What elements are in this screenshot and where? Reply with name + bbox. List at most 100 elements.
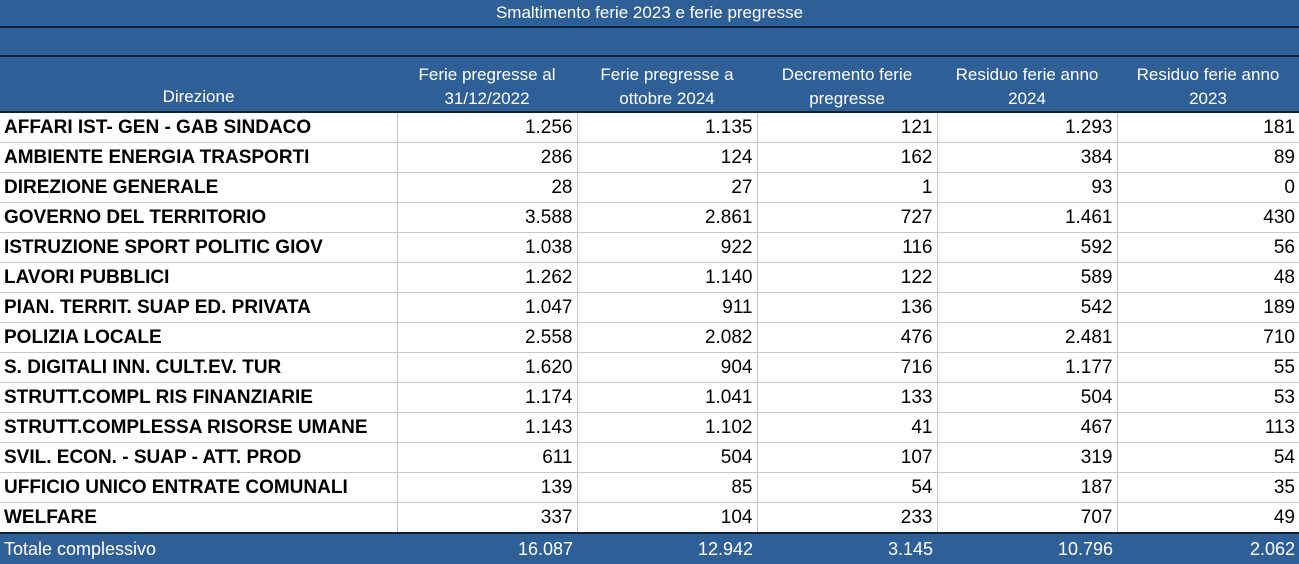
data-cell[interactable]: 55	[1117, 352, 1299, 383]
data-cell[interactable]: 121	[757, 112, 938, 143]
data-cell[interactable]: 54	[1117, 442, 1299, 473]
column-header-residuo-2024[interactable]: Residuo ferie anno 2024	[937, 57, 1117, 113]
data-cell[interactable]: 2.082	[577, 322, 758, 353]
data-cell[interactable]: 286	[397, 142, 578, 173]
data-cell[interactable]: 181	[1117, 112, 1299, 143]
column-header-ferie-2022[interactable]: Ferie pregresse al 31/12/2022	[397, 57, 577, 113]
data-cell[interactable]: 611	[397, 442, 578, 473]
data-cell[interactable]: 93	[937, 172, 1118, 203]
data-cell[interactable]: 384	[937, 142, 1118, 173]
data-cell[interactable]: 54	[757, 472, 938, 503]
data-cell[interactable]: 1.177	[937, 352, 1118, 383]
data-cell[interactable]: 1.041	[577, 382, 758, 413]
data-cell[interactable]: 1.461	[937, 202, 1118, 233]
data-cell[interactable]: 27	[577, 172, 758, 203]
data-cell[interactable]: 56	[1117, 232, 1299, 263]
data-cell[interactable]: 504	[577, 442, 758, 473]
data-cell[interactable]: 28	[397, 172, 578, 203]
data-cell[interactable]: 2.481	[937, 322, 1118, 353]
data-cell[interactable]: 911	[577, 292, 758, 323]
data-cell[interactable]: 1.102	[577, 412, 758, 443]
total-cell[interactable]: 10.796	[937, 532, 1117, 564]
data-cell[interactable]: 107	[757, 442, 938, 473]
data-cell[interactable]: 189	[1117, 292, 1299, 323]
data-cell[interactable]: 3.588	[397, 202, 578, 233]
data-cell[interactable]: 1.620	[397, 352, 578, 383]
data-cell[interactable]: 542	[937, 292, 1118, 323]
data-cell[interactable]: 41	[757, 412, 938, 443]
table-row: WELFARE 337 104 233 707 49	[0, 502, 1299, 534]
data-cell[interactable]: 1	[757, 172, 938, 203]
row-label-cell[interactable]: UFFICIO UNICO ENTRATE COMUNALI	[0, 472, 398, 503]
row-label-cell[interactable]: AFFARI IST- GEN - GAB SINDACO	[0, 112, 398, 143]
row-label-cell[interactable]: POLIZIA LOCALE	[0, 322, 398, 353]
table-row: LAVORI PUBBLICI 1.262 1.140 122 589 48	[0, 262, 1299, 293]
data-cell[interactable]: 1.262	[397, 262, 578, 293]
data-cell[interactable]: 319	[937, 442, 1118, 473]
total-cell[interactable]: 16.087	[397, 532, 577, 564]
row-label-cell[interactable]: DIREZIONE GENERALE	[0, 172, 398, 203]
table-row: DIREZIONE GENERALE 28 27 1 93 0	[0, 172, 1299, 203]
header-band	[0, 28, 1299, 57]
column-header-direzione[interactable]: Direzione	[0, 57, 397, 113]
column-header-ferie-ottobre-2024[interactable]: Ferie pregresse a ottobre 2024	[577, 57, 757, 113]
data-cell[interactable]: 476	[757, 322, 938, 353]
row-label-cell[interactable]: S. DIGITALI INN. CULT.EV. TUR	[0, 352, 398, 383]
data-cell[interactable]: 233	[757, 502, 938, 534]
data-cell[interactable]: 104	[577, 502, 758, 534]
data-cell[interactable]: 133	[757, 382, 938, 413]
data-cell[interactable]: 122	[757, 262, 938, 293]
total-cell[interactable]: 2.062	[1117, 532, 1299, 564]
data-cell[interactable]: 0	[1117, 172, 1299, 203]
data-cell[interactable]: 2.558	[397, 322, 578, 353]
total-label[interactable]: Totale complessivo	[0, 532, 397, 564]
total-cell[interactable]: 12.942	[577, 532, 757, 564]
row-label-cell[interactable]: AMBIENTE ENERGIA TRASPORTI	[0, 142, 398, 173]
data-cell[interactable]: 707	[937, 502, 1118, 534]
data-cell[interactable]: 337	[397, 502, 578, 534]
data-cell[interactable]: 116	[757, 232, 938, 263]
row-label-cell[interactable]: SVIL. ECON. - SUAP - ATT. PROD	[0, 442, 398, 473]
row-label-cell[interactable]: ISTRUZIONE SPORT POLITIC GIOV	[0, 232, 398, 263]
data-cell[interactable]: 35	[1117, 472, 1299, 503]
data-cell[interactable]: 89	[1117, 142, 1299, 173]
data-cell[interactable]: 113	[1117, 412, 1299, 443]
data-cell[interactable]: 2.861	[577, 202, 758, 233]
row-label-cell[interactable]: STRUTT.COMPL RIS FINANZIARIE	[0, 382, 398, 413]
data-cell[interactable]: 162	[757, 142, 938, 173]
data-cell[interactable]: 504	[937, 382, 1118, 413]
data-cell[interactable]: 136	[757, 292, 938, 323]
row-label-cell[interactable]: WELFARE	[0, 502, 398, 534]
data-cell[interactable]: 53	[1117, 382, 1299, 413]
data-cell[interactable]: 1.140	[577, 262, 758, 293]
row-label-cell[interactable]: STRUTT.COMPLESSA RISORSE UMANE	[0, 412, 398, 443]
column-header-residuo-2023[interactable]: Residuo ferie anno 2023	[1117, 57, 1299, 113]
data-cell[interactable]: 139	[397, 472, 578, 503]
data-cell[interactable]: 48	[1117, 262, 1299, 293]
data-cell[interactable]: 1.256	[397, 112, 578, 143]
data-cell[interactable]: 727	[757, 202, 938, 233]
data-cell[interactable]: 589	[937, 262, 1118, 293]
data-cell[interactable]: 187	[937, 472, 1118, 503]
data-cell[interactable]: 1.174	[397, 382, 578, 413]
data-cell[interactable]: 430	[1117, 202, 1299, 233]
data-cell[interactable]: 1.038	[397, 232, 578, 263]
data-cell[interactable]: 1.293	[937, 112, 1118, 143]
data-cell[interactable]: 467	[937, 412, 1118, 443]
data-cell[interactable]: 592	[937, 232, 1118, 263]
data-cell[interactable]: 904	[577, 352, 758, 383]
data-cell[interactable]: 49	[1117, 502, 1299, 534]
column-header-decremento[interactable]: Decremento ferie pregresse	[757, 57, 937, 113]
row-label-cell[interactable]: PIAN. TERRIT. SUAP ED. PRIVATA	[0, 292, 398, 323]
data-cell[interactable]: 124	[577, 142, 758, 173]
row-label-cell[interactable]: GOVERNO DEL TERRITORIO	[0, 202, 398, 233]
data-cell[interactable]: 922	[577, 232, 758, 263]
row-label-cell[interactable]: LAVORI PUBBLICI	[0, 262, 398, 293]
data-cell[interactable]: 1.135	[577, 112, 758, 143]
total-cell[interactable]: 3.145	[757, 532, 937, 564]
data-cell[interactable]: 1.143	[397, 412, 578, 443]
data-cell[interactable]: 85	[577, 472, 758, 503]
data-cell[interactable]: 710	[1117, 322, 1299, 353]
data-cell[interactable]: 1.047	[397, 292, 578, 323]
data-cell[interactable]: 716	[757, 352, 938, 383]
